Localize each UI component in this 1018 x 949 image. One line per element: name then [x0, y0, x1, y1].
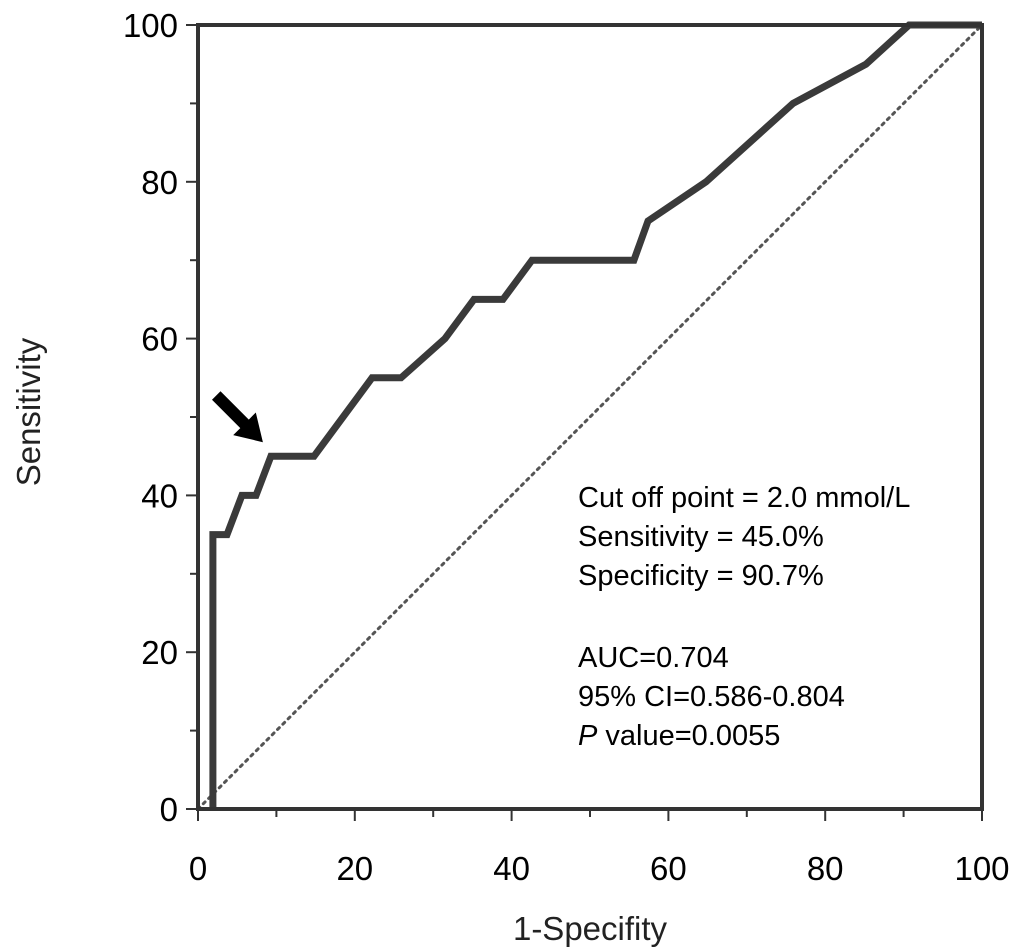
y-axis-label: Sensitivity [10, 337, 47, 486]
p-value-annotation: P value=0.0055 [578, 720, 780, 752]
plot-frame [196, 23, 984, 811]
x-tick-label-80: 80 [807, 850, 844, 887]
roc-curve-line [209, 21, 982, 809]
x-axis-label: 1-Specifity [513, 910, 668, 947]
specificity-annotation: Specificity = 90.7% [578, 560, 824, 592]
y-tick-label-80: 80 [141, 164, 178, 201]
y-tick-label-60: 60 [141, 321, 178, 358]
annotation-block: Cut off point = 2.0 mmol/L Sensitivity =… [578, 482, 910, 752]
y-tick-label-0: 0 [160, 791, 178, 828]
x-tick-label-20: 20 [336, 850, 373, 887]
p-symbol: P [578, 720, 598, 752]
auc-annotation: AUC=0.704 [578, 642, 729, 674]
y-tick-label-100: 100 [123, 7, 178, 44]
y-tick-label-20: 20 [141, 634, 178, 671]
x-tick-labels: 0 20 40 60 80 100 [189, 850, 1010, 887]
y-tick-label-40: 40 [141, 477, 178, 514]
x-tick-label-60: 60 [650, 850, 687, 887]
x-tick-label-40: 40 [493, 850, 530, 887]
ci-annotation: 95% CI=0.586-0.804 [578, 681, 845, 713]
sensitivity-annotation: Sensitivity = 45.0% [578, 521, 824, 553]
cutoff-annotation: Cut off point = 2.0 mmol/L [578, 482, 910, 514]
x-tick-label-100: 100 [954, 850, 1009, 887]
p-value-text: value=0.0055 [597, 720, 780, 752]
y-tick-labels: 0 20 40 60 80 100 [123, 7, 178, 828]
arrow-icon [212, 391, 263, 443]
x-tick-label-0: 0 [189, 850, 207, 887]
reference-diagonal-line [196, 23, 984, 811]
